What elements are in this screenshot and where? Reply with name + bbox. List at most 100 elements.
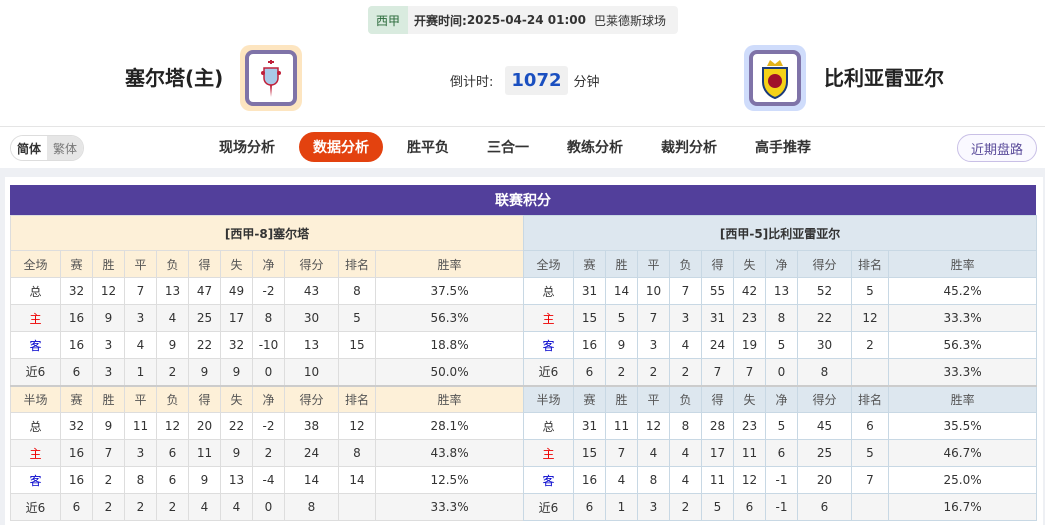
column-header: 得分 xyxy=(284,250,339,278)
table-row: 总 32 9 11 12 20 22 -2 38 12 28.1% xyxy=(10,412,525,440)
table-cell: 3 xyxy=(124,304,157,332)
team-title-row: [西甲-5]比利亚雷亚尔 xyxy=(522,215,1038,251)
table-cell: 5 xyxy=(765,331,798,359)
table-cell: 5 xyxy=(765,412,798,440)
row-label: 客 xyxy=(523,466,574,494)
full-header-row: 全场赛胜平负得失净得分 排名 胜率 xyxy=(523,250,1038,278)
table-cell: 12 xyxy=(851,304,889,332)
table-cell: 0 xyxy=(252,493,285,521)
table-cell: 2 xyxy=(851,331,889,359)
column-header: 得分 xyxy=(797,250,852,278)
row-label: 客 xyxy=(523,331,574,359)
table-cell: 7 xyxy=(851,466,889,494)
column-header: 胜率 xyxy=(887,250,1038,278)
column-header: 胜 xyxy=(92,250,125,278)
table-cell: 16 xyxy=(60,466,93,494)
table-cell: 52 xyxy=(797,277,852,305)
column-header: 净 xyxy=(765,384,798,413)
table-cell: 5 xyxy=(851,277,889,305)
team-rank-title: [西甲-8]塞尔塔 xyxy=(9,215,525,251)
table-cell: 14 xyxy=(605,277,638,305)
table-cell: 16 xyxy=(573,466,606,494)
table-cell: 2 xyxy=(124,493,157,521)
table-cell: 12 xyxy=(92,277,125,305)
column-header: 胜 xyxy=(605,250,638,278)
table-cell: 9 xyxy=(220,439,253,467)
table-cell: 0 xyxy=(252,358,285,386)
table-cell: 8 xyxy=(797,358,852,386)
kickoff-time: 2025-04-24 01:00 xyxy=(466,13,586,27)
table-cell: 25.0% xyxy=(887,466,1038,494)
table-cell: 2 xyxy=(156,493,189,521)
countdown-label: 倒计时: xyxy=(450,75,494,90)
table-cell: 17 xyxy=(220,304,253,332)
table-row: 近6 6 2 2 2 7 7 0 8 33.3% xyxy=(523,358,1038,386)
recent-handicap-button[interactable]: 近期盘路 xyxy=(957,134,1037,162)
column-header: 得 xyxy=(188,250,221,278)
table-cell: 45 xyxy=(797,412,852,440)
table-cell: 12.5% xyxy=(374,466,525,494)
tab-4[interactable]: 教练分析 xyxy=(567,140,623,156)
away-standings-table: [西甲-5]比利亚雷亚尔 全场赛胜平负得失净得分 排名 胜率总 31 14 10 7 55 42 1… xyxy=(522,215,1038,521)
table-cell: 8 xyxy=(252,304,285,332)
half-header-row: 半场赛胜平负得失净得分 排名 胜率 xyxy=(523,384,1038,413)
table-cell: 15 xyxy=(338,331,376,359)
table-cell xyxy=(338,493,376,521)
table-cell: 24 xyxy=(701,331,734,359)
language-toggle[interactable]: 简体 繁体 xyxy=(10,135,85,161)
standings-title: 联赛积分 xyxy=(10,185,1036,215)
row-label: 总 xyxy=(523,412,574,440)
away-team-name[interactable]: 比利亚雷亚尔 xyxy=(824,66,944,90)
table-row: 客 16 4 8 4 11 12 -1 20 7 25.0% xyxy=(523,466,1038,494)
column-header: 全场 xyxy=(523,250,574,278)
home-standings-table: [西甲-8]塞尔塔 全场赛胜平负得失净得分 排名 胜率总 32 12 7 13 47 49 -2 43… xyxy=(9,215,525,521)
villarreal-crest-icon xyxy=(762,60,788,100)
match-info-bar: 西甲 开赛时间: 2025-04-24 01:00 巴莱德斯球场 xyxy=(368,6,678,34)
table-cell: 37.5% xyxy=(374,277,525,305)
table-cell: -1 xyxy=(765,493,798,521)
home-team-logo[interactable] xyxy=(240,45,302,111)
table-cell: 7 xyxy=(669,277,702,305)
home-team-name[interactable]: 塞尔塔(主) xyxy=(125,66,224,90)
table-cell: 12 xyxy=(156,412,189,440)
away-team-logo[interactable] xyxy=(744,45,806,111)
lang-simplified[interactable]: 简体 xyxy=(11,136,48,160)
table-cell: 4 xyxy=(669,439,702,467)
full-header-row: 全场赛胜平负得失净得分 排名 胜率 xyxy=(10,250,525,278)
column-header: 失 xyxy=(733,250,766,278)
table-cell: 2 xyxy=(669,358,702,386)
tab-1[interactable]: 数据分析 xyxy=(299,132,383,162)
column-header: 失 xyxy=(733,384,766,413)
column-header: 胜率 xyxy=(374,250,525,278)
lang-traditional[interactable]: 繁体 xyxy=(47,136,84,160)
row-label: 主 xyxy=(523,439,574,467)
table-cell: 9 xyxy=(188,466,221,494)
table-cell: 4 xyxy=(220,493,253,521)
tab-5[interactable]: 裁判分析 xyxy=(661,140,717,156)
table-cell: 33.3% xyxy=(887,304,1038,332)
table-cell: 2 xyxy=(605,358,638,386)
column-header: 全场 xyxy=(10,250,61,278)
tab-6[interactable]: 高手推荐 xyxy=(755,140,811,156)
table-cell: 16 xyxy=(60,304,93,332)
table-cell: 43.8% xyxy=(374,439,525,467)
table-row: 近6 6 1 3 2 5 6 -1 6 16.7% xyxy=(523,493,1038,521)
table-cell: 13 xyxy=(284,331,339,359)
tab-2[interactable]: 胜平负 xyxy=(407,140,449,156)
row-label: 客 xyxy=(10,331,61,359)
table-cell: 33.3% xyxy=(374,493,525,521)
table-cell: 28.1% xyxy=(374,412,525,440)
table-cell: 8 xyxy=(338,439,376,467)
table-cell: 7 xyxy=(124,277,157,305)
table-cell: 25 xyxy=(188,304,221,332)
table-cell: 22 xyxy=(220,412,253,440)
table-cell: 56.3% xyxy=(374,304,525,332)
tab-3[interactable]: 三合一 xyxy=(487,140,529,156)
tab-0[interactable]: 现场分析 xyxy=(219,140,275,156)
column-header: 半场 xyxy=(10,384,61,413)
column-header: 得 xyxy=(701,384,734,413)
table-cell: 20 xyxy=(797,466,852,494)
column-header: 赛 xyxy=(573,250,606,278)
table-cell: 11 xyxy=(733,439,766,467)
half-header-row: 半场赛胜平负得失净得分 排名 胜率 xyxy=(10,384,525,413)
